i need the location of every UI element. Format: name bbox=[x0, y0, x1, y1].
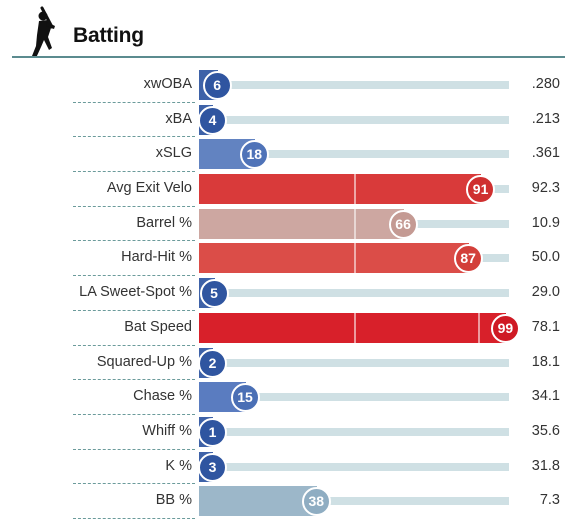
stat-row: K % 3 31.8 bbox=[0, 450, 577, 485]
percentile-track bbox=[199, 115, 509, 124]
row-divider bbox=[73, 413, 195, 415]
percentile-track bbox=[199, 150, 509, 159]
percentile-badge: 87 bbox=[453, 244, 483, 274]
stat-value: .280 bbox=[531, 76, 560, 92]
row-divider bbox=[73, 205, 195, 207]
stat-value: 10.9 bbox=[531, 214, 560, 231]
stat-value: .213 bbox=[531, 110, 560, 127]
percentile-bar bbox=[199, 312, 506, 343]
row-divider bbox=[73, 171, 195, 173]
percentile-track bbox=[199, 81, 509, 89]
stat-value: 7.3 bbox=[539, 492, 560, 509]
bar-gridline bbox=[478, 312, 480, 343]
section-header: Batting bbox=[0, 0, 577, 62]
stat-value: 92.3 bbox=[531, 180, 560, 197]
stat-row: Whiff % 1 35.6 bbox=[0, 415, 577, 450]
row-divider bbox=[73, 483, 195, 485]
percentile-rows: xwOBA 6 .280 xBA 4 .213 xSLG 18 .361 Avg Exit Vel… bbox=[0, 68, 577, 519]
stat-row: Barrel % 66 10.9 bbox=[0, 207, 577, 242]
stat-value: 78.1 bbox=[531, 318, 560, 335]
bar-gridline bbox=[354, 208, 356, 239]
row-divider bbox=[73, 136, 195, 138]
stat-label: xBA bbox=[165, 110, 192, 127]
percentile-track bbox=[199, 427, 509, 436]
stat-row: xwOBA 6 .280 bbox=[0, 68, 577, 103]
percentile-badge: 38 bbox=[301, 487, 331, 517]
bar-gridline bbox=[354, 312, 356, 343]
percentile-badge: 18 bbox=[239, 140, 269, 170]
percentile-bar bbox=[199, 243, 469, 274]
stat-row: BB % 38 7.3 bbox=[0, 484, 577, 519]
percentile-track bbox=[199, 393, 509, 402]
stat-label: LA Sweet-Spot % bbox=[79, 284, 192, 301]
row-divider bbox=[73, 517, 195, 519]
percentile-badge: 3 bbox=[198, 452, 227, 482]
stat-row: Bat Speed 99 78.1 bbox=[0, 311, 577, 346]
header-divider bbox=[12, 56, 565, 58]
stat-value: .361 bbox=[531, 145, 560, 162]
bar-gridline bbox=[354, 243, 356, 274]
stat-row: LA Sweet-Spot % 5 29.0 bbox=[0, 276, 577, 311]
stat-label: Barrel % bbox=[136, 214, 192, 231]
stat-value: 34.1 bbox=[531, 388, 560, 405]
percentile-track bbox=[199, 497, 509, 506]
baseball-batter-icon bbox=[32, 6, 55, 58]
section-title: Batting bbox=[73, 24, 144, 47]
stat-row: Avg Exit Velo 91 92.3 bbox=[0, 172, 577, 207]
row-divider bbox=[73, 275, 195, 277]
stat-row: Squared-Up % 2 18.1 bbox=[0, 346, 577, 381]
stat-label: Whiff % bbox=[142, 422, 192, 439]
stat-label: K % bbox=[165, 457, 192, 474]
percentile-bar bbox=[199, 174, 482, 205]
percentile-badge: 2 bbox=[198, 348, 227, 378]
percentile-badge: 6 bbox=[202, 71, 232, 100]
percentile-badge: 15 bbox=[230, 383, 260, 413]
percentile-badge: 5 bbox=[199, 279, 229, 309]
percentile-track bbox=[199, 358, 509, 367]
stat-label: Hard-Hit % bbox=[121, 249, 192, 266]
stat-label: xwOBA bbox=[143, 76, 192, 92]
stat-label: Bat Speed bbox=[124, 318, 192, 335]
stat-label: BB % bbox=[155, 492, 192, 509]
stat-row: xBA 4 .213 bbox=[0, 103, 577, 138]
stat-value: 18.1 bbox=[531, 353, 560, 370]
stat-label: Avg Exit Velo bbox=[106, 180, 192, 197]
stat-label: Squared-Up % bbox=[96, 353, 192, 370]
percentile-track bbox=[199, 462, 509, 471]
percentile-track bbox=[199, 289, 509, 298]
percentile-badge: 99 bbox=[490, 313, 520, 343]
row-divider bbox=[73, 448, 195, 450]
percentile-badge: 91 bbox=[466, 175, 496, 205]
stat-label: xSLG bbox=[155, 145, 192, 162]
stat-row: Hard-Hit % 87 50.0 bbox=[0, 241, 577, 277]
row-divider bbox=[73, 379, 195, 381]
percentile-bar bbox=[199, 208, 404, 239]
row-divider bbox=[73, 309, 195, 311]
percentile-bar bbox=[199, 486, 317, 517]
row-divider bbox=[73, 344, 195, 346]
bar-gridline bbox=[354, 174, 356, 205]
stat-value: 50.0 bbox=[531, 249, 560, 266]
stat-label: Chase % bbox=[133, 388, 192, 405]
row-divider bbox=[73, 101, 195, 103]
row-divider bbox=[73, 240, 195, 242]
percentile-badge: 66 bbox=[388, 209, 418, 239]
stat-value: 31.8 bbox=[531, 457, 560, 474]
percentile-badge: 4 bbox=[198, 105, 227, 135]
stat-value: 29.0 bbox=[531, 284, 560, 301]
stat-value: 35.6 bbox=[531, 422, 560, 439]
stat-row: xSLG 18 .361 bbox=[0, 137, 577, 173]
percentile-badge: 1 bbox=[198, 417, 227, 447]
stat-row: Chase % 15 34.1 bbox=[0, 380, 577, 415]
